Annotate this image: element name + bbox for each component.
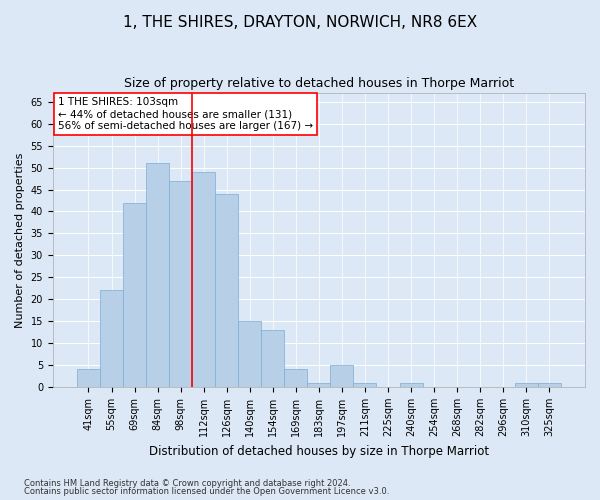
Bar [538,382,561,387]
Text: 1, THE SHIRES, DRAYTON, NORWICH, NR8 6EX: 1, THE SHIRES, DRAYTON, NORWICH, NR8 6EX [123,15,477,30]
Bar [284,370,307,387]
Title: Size of property relative to detached houses in Thorpe Marriot: Size of property relative to detached ho… [124,78,514,90]
Bar [192,172,215,387]
Bar [146,163,169,387]
Bar [353,382,376,387]
Y-axis label: Number of detached properties: Number of detached properties [15,152,25,328]
Bar [169,181,192,387]
Text: Contains public sector information licensed under the Open Government Licence v3: Contains public sector information licen… [24,487,389,496]
Text: 1 THE SHIRES: 103sqm
← 44% of detached houses are smaller (131)
56% of semi-deta: 1 THE SHIRES: 103sqm ← 44% of detached h… [58,98,313,130]
Bar [100,290,123,387]
Bar [331,365,353,387]
Bar [77,370,100,387]
X-axis label: Distribution of detached houses by size in Thorpe Marriot: Distribution of detached houses by size … [149,444,489,458]
Bar [400,382,422,387]
Text: Contains HM Land Registry data © Crown copyright and database right 2024.: Contains HM Land Registry data © Crown c… [24,478,350,488]
Bar [515,382,538,387]
Bar [123,202,146,387]
Bar [261,330,284,387]
Bar [307,382,331,387]
Bar [215,194,238,387]
Bar [238,321,261,387]
